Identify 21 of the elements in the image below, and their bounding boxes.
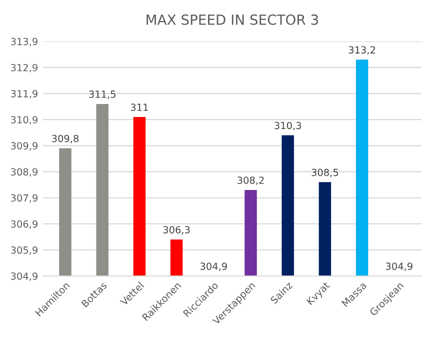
- data-label: 311,5: [89, 90, 116, 99]
- y-tick-label: 310,9: [11, 116, 38, 124]
- y-tick-label: 307,9: [11, 194, 38, 203]
- y-tick-label: 308,9: [11, 168, 38, 177]
- data-label: 313,2: [348, 46, 375, 55]
- y-tick-label: 313,9: [11, 38, 38, 46]
- y-tick-label: 312,9: [11, 64, 38, 72]
- data-label: 304,9: [386, 262, 412, 271]
- data-label: 311: [130, 104, 148, 111]
- y-tick-label: 305,9: [11, 246, 38, 255]
- y-tick-label: 306,9: [11, 220, 38, 229]
- data-label: 308,5: [312, 168, 338, 178]
- data-label: 306,3: [163, 226, 190, 234]
- y-tick-label: 309,9: [11, 142, 38, 150]
- data-label: 310,3: [274, 122, 301, 130]
- chart-title: MAX SPEED IN SECTOR 3: [146, 14, 318, 25]
- y-tick-label: 304,9: [11, 272, 38, 281]
- y-tick-label: 311,9: [11, 90, 38, 98]
- data-label: 308,2: [238, 176, 264, 185]
- data-label: 304,9: [200, 262, 227, 271]
- data-label: 309,8: [52, 134, 79, 144]
